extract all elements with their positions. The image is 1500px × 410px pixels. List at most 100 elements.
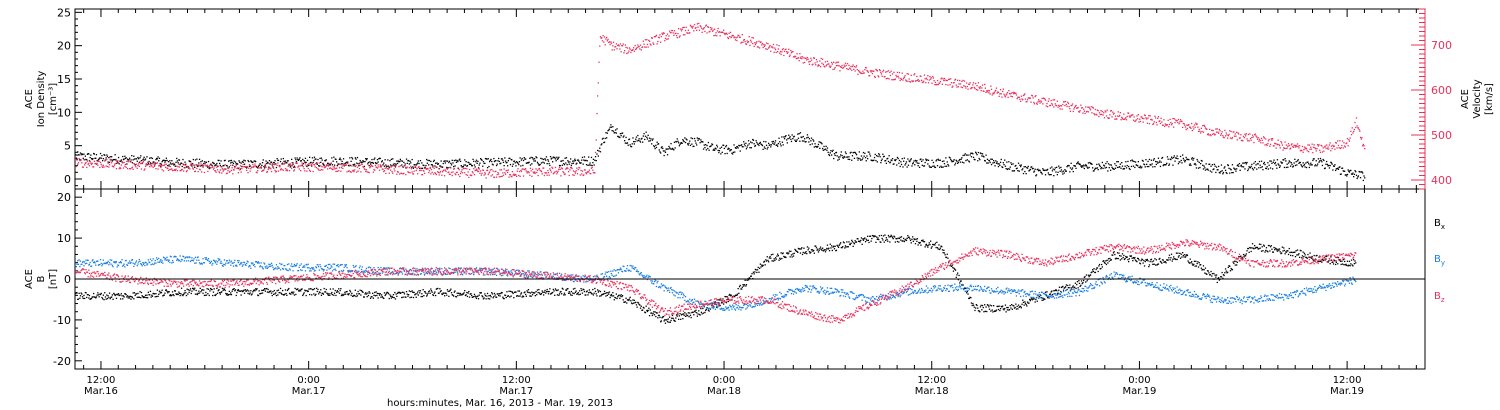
- data-point-velocity: [1323, 150, 1325, 152]
- data-point-density: [984, 160, 986, 162]
- data-point-density: [686, 139, 688, 141]
- data-point-velocity: [882, 71, 884, 73]
- data-point-density: [1210, 165, 1212, 167]
- data-point-Bx: [253, 289, 255, 291]
- data-point-velocity: [1014, 92, 1016, 95]
- data-point-Bx: [508, 290, 510, 292]
- data-point-density: [411, 158, 413, 161]
- data-point-Bx: [203, 289, 205, 291]
- data-point-density: [579, 162, 581, 164]
- data-point-Bx: [320, 289, 322, 291]
- data-point-Bx: [176, 293, 178, 296]
- data-point-density: [319, 157, 321, 159]
- data-point-velocity: [660, 35, 662, 38]
- data-point-velocity: [364, 168, 366, 171]
- data-point-velocity: [783, 54, 785, 57]
- data-point-velocity: [90, 163, 93, 166]
- data-point-Bx: [550, 292, 552, 295]
- data-point-velocity: [948, 78, 950, 80]
- data-point-velocity: [1197, 126, 1199, 128]
- data-point-velocity: [635, 48, 637, 50]
- data-point-density: [256, 166, 258, 168]
- data-point-Bx: [151, 294, 153, 296]
- data-point-density: [1052, 168, 1054, 170]
- data-point-density: [801, 136, 803, 139]
- data-point-density: [491, 163, 494, 165]
- data-point-density: [531, 157, 534, 159]
- data-point-Bx: [300, 290, 302, 292]
- data-point-velocity: [1340, 147, 1342, 149]
- data-point-density: [696, 137, 698, 139]
- data-point-density: [893, 163, 895, 165]
- data-point-Bx: [180, 287, 183, 289]
- data-point-density: [197, 165, 199, 167]
- data-point-Bx: [518, 295, 520, 297]
- data-point-Bx: [500, 291, 503, 294]
- data-point-density: [1179, 161, 1181, 163]
- data-point-velocity: [277, 162, 279, 164]
- data-point-Bx: [117, 293, 120, 295]
- data-point-density: [599, 147, 601, 149]
- data-point-velocity: [356, 166, 359, 168]
- data-point-velocity: [370, 164, 372, 166]
- data-point-velocity: [234, 167, 236, 169]
- data-point-velocity: [102, 164, 104, 166]
- data-point-velocity: [1335, 142, 1337, 144]
- data-point-Bx: [86, 294, 89, 296]
- data-point-Bx: [638, 303, 640, 306]
- data-point-density: [467, 161, 469, 163]
- data-point-density: [1228, 167, 1230, 169]
- data-point-density: [288, 164, 291, 166]
- data-point-density: [654, 147, 656, 150]
- data-point-density: [841, 154, 843, 157]
- data-point-velocity: [830, 65, 832, 67]
- data-point-density: [713, 148, 715, 150]
- data-point-density: [174, 163, 176, 165]
- data-point-density: [676, 138, 678, 140]
- data-point-density: [1146, 165, 1148, 168]
- data-point-density: [216, 162, 218, 165]
- data-point-density: [1301, 166, 1304, 168]
- data-point-density: [1222, 173, 1224, 175]
- data-point-density: [616, 128, 618, 130]
- data-point-velocity: [761, 42, 764, 45]
- data-point-density: [432, 160, 435, 163]
- data-point-velocity: [366, 171, 368, 173]
- data-point-velocity: [1281, 142, 1283, 144]
- data-point-density: [898, 159, 901, 162]
- data-point-velocity: [403, 172, 405, 174]
- data-point-density: [975, 152, 977, 154]
- data-point-density: [1223, 167, 1225, 169]
- data-point-density: [353, 165, 355, 167]
- data-point-velocity: [660, 41, 662, 43]
- data-point-density: [512, 163, 514, 165]
- data-point-density: [431, 164, 433, 166]
- data-point-velocity: [523, 168, 525, 170]
- data-point-velocity: [680, 28, 682, 30]
- data-point-density: [122, 155, 124, 158]
- data-point-velocity: [126, 160, 128, 162]
- data-point-density: [124, 155, 126, 157]
- data-point-Bx: [165, 289, 167, 291]
- data-point-velocity: [196, 164, 199, 166]
- data-point-velocity: [1097, 110, 1099, 112]
- data-point-density: [146, 156, 148, 158]
- data-point-velocity: [975, 82, 977, 85]
- data-point-density: [75, 157, 77, 159]
- data-point-Bx: [297, 288, 299, 290]
- data-point-density: [642, 135, 644, 137]
- data-point-velocity: [1089, 109, 1092, 111]
- data-point-velocity: [452, 171, 454, 173]
- data-point-density: [1097, 169, 1099, 171]
- data-point-density: [927, 159, 930, 161]
- data-point-density: [329, 164, 332, 166]
- data-point-velocity: [780, 53, 782, 56]
- data-point-velocity: [1333, 145, 1335, 147]
- data-point-density: [509, 163, 512, 166]
- data-point-Bx: [642, 309, 644, 311]
- data-point-density: [299, 157, 301, 159]
- data-point-density: [1203, 165, 1205, 167]
- data-point-density: [317, 158, 319, 161]
- data-point-Bx: [328, 293, 330, 295]
